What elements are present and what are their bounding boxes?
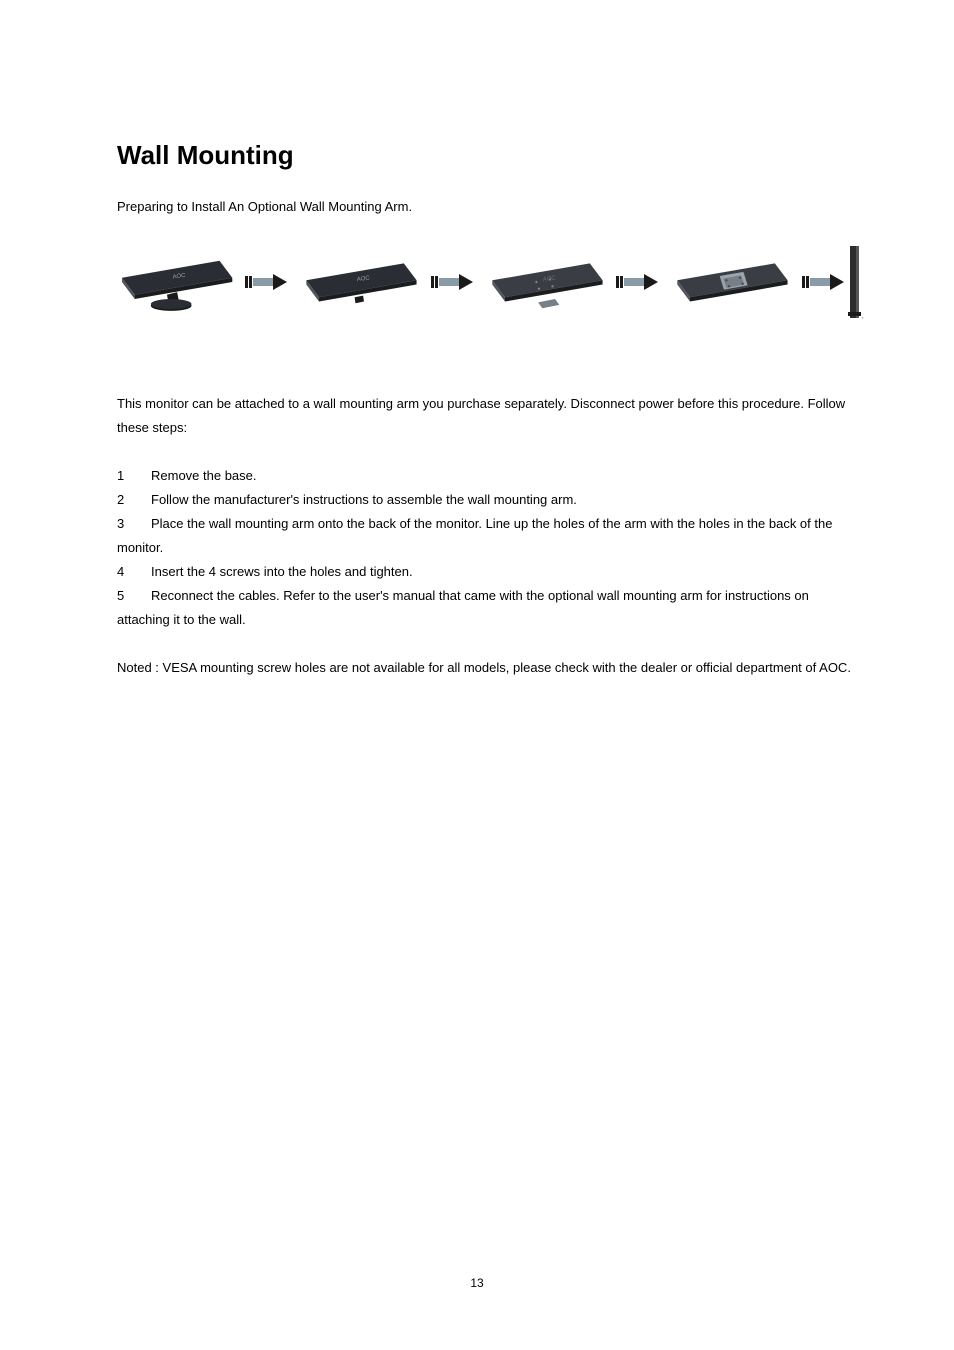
svg-text:,: ,: [862, 314, 864, 320]
step-text: Follow the manufacturer's instructions t…: [151, 492, 577, 507]
step-number: 1: [117, 464, 151, 488]
page-number: 13: [0, 1276, 954, 1290]
figure-step-2: AOC: [291, 242, 427, 322]
arrow-icon: [431, 272, 473, 292]
figure-step-1: AOC: [105, 242, 241, 322]
step-text: Insert the 4 screws into the holes and t…: [151, 564, 413, 579]
step-row: 5Reconnect the cables. Refer to the user…: [117, 584, 854, 632]
step-number: 3: [117, 512, 151, 536]
step-text: Remove the base.: [151, 468, 257, 483]
figure-wall: ,: [848, 242, 866, 322]
installation-figure: AOC AOC: [105, 242, 866, 322]
step-text: Place the wall mounting arm onto the bac…: [117, 516, 832, 555]
step-row: 1Remove the base.: [117, 464, 854, 488]
step-number: 5: [117, 584, 151, 608]
figure-step-4: AOC: [662, 242, 798, 322]
step-row: 2Follow the manufacturer's instructions …: [117, 488, 854, 512]
page-title: Wall Mounting: [117, 140, 854, 171]
step-number: 4: [117, 560, 151, 584]
step-text: Reconnect the cables. Refer to the user'…: [117, 588, 809, 627]
arrow-icon: [245, 272, 287, 292]
step-number: 2: [117, 488, 151, 512]
note-paragraph: Noted : VESA mounting screw holes are no…: [117, 656, 854, 680]
figure-step-3: AOC: [477, 242, 613, 322]
arrow-icon: [616, 272, 658, 292]
subtitle: Preparing to Install An Optional Wall Mo…: [117, 199, 854, 214]
step-row: 3Place the wall mounting arm onto the ba…: [117, 512, 854, 560]
steps-list: 1Remove the base. 2Follow the manufactur…: [117, 464, 854, 632]
intro-paragraph: This monitor can be attached to a wall m…: [117, 392, 854, 440]
arrow-icon: [802, 272, 844, 292]
step-row: 4Insert the 4 screws into the holes and …: [117, 560, 854, 584]
